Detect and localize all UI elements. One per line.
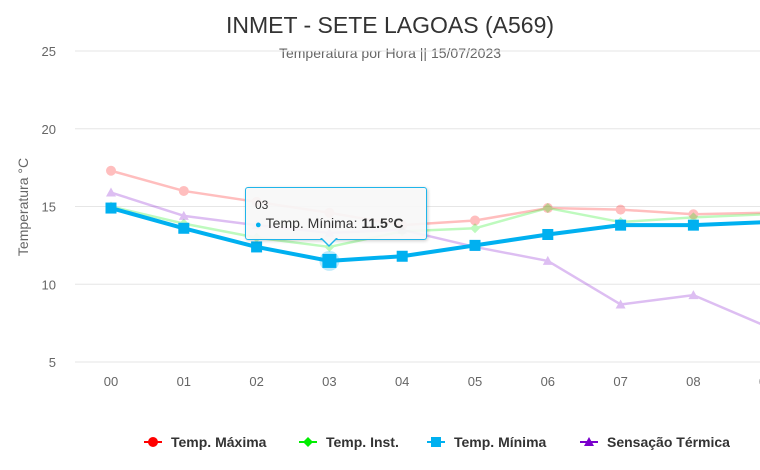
data-point xyxy=(251,241,263,253)
data-point xyxy=(396,250,408,262)
x-tick-label: 04 xyxy=(395,374,409,389)
y-tick-label: 15 xyxy=(42,200,56,215)
data-point xyxy=(615,204,626,215)
data-point xyxy=(106,165,116,176)
data-point xyxy=(322,253,337,268)
y-tick-label: 5 xyxy=(49,355,56,370)
legend-item[interactable]: Temp. Máxima xyxy=(144,434,267,450)
data-point xyxy=(178,210,189,220)
legend-square-icon xyxy=(431,437,441,447)
y-tick-label: 10 xyxy=(42,277,56,292)
x-tick-label: 06 xyxy=(541,374,555,389)
data-point xyxy=(542,203,553,214)
data-point xyxy=(106,187,116,197)
series-sensa-o-t-rmica xyxy=(106,187,760,325)
y-tick-label: 20 xyxy=(42,122,56,137)
x-tick-label: 00 xyxy=(104,374,118,389)
data-point xyxy=(615,299,626,309)
data-point xyxy=(178,185,189,196)
chart-subtitle: Temperatura por Hora || 15/07/2023 xyxy=(279,45,501,61)
series-temp-m-nima xyxy=(105,202,760,271)
data-point xyxy=(469,239,481,251)
legend-item[interactable]: Temp. Mínima xyxy=(427,434,547,450)
legend-triangle-icon xyxy=(584,437,594,446)
data-point xyxy=(105,202,117,214)
x-tick-label: 08 xyxy=(686,374,700,389)
legend-item[interactable]: Temp. Inst. xyxy=(299,434,399,450)
data-point xyxy=(470,223,480,234)
tooltip-dot-icon: ● xyxy=(255,219,262,231)
legend-label: Temp. Mínima xyxy=(454,434,547,450)
y-axis-label: Temperatura °C xyxy=(15,158,31,256)
data-point xyxy=(687,219,699,231)
x-tick-label: 07 xyxy=(613,374,627,389)
data-point xyxy=(542,255,553,265)
legend-label: Sensação Térmica xyxy=(607,434,730,450)
x-tick-label: 02 xyxy=(249,374,263,389)
series-line xyxy=(110,169,760,227)
x-tick-label: 05 xyxy=(468,374,482,389)
data-point xyxy=(688,209,699,220)
legend-label: Temp. Inst. xyxy=(326,434,399,450)
data-point xyxy=(615,219,627,231)
tooltip-arrow-fill xyxy=(321,237,337,245)
series-line xyxy=(110,205,760,249)
series-line xyxy=(110,191,760,325)
series-line xyxy=(110,206,760,263)
x-tick-label: 01 xyxy=(177,374,191,389)
y-tick-label: 25 xyxy=(42,44,56,59)
data-point xyxy=(542,203,553,214)
tooltip-value: 11.5°C xyxy=(361,215,404,231)
data-point xyxy=(178,222,190,234)
tooltip-label: Temp. Mínima: xyxy=(265,215,362,231)
x-tick-label: 03 xyxy=(322,374,336,389)
tooltip-category: 03 xyxy=(255,198,269,212)
legend-item[interactable]: Sensação Térmica xyxy=(580,434,730,450)
legend-circle-icon xyxy=(148,437,158,447)
data-point xyxy=(688,290,699,300)
tooltip: 03 ● Temp. Mínima: 11.5°C xyxy=(245,187,427,240)
chart-title: INMET - SETE LAGOAS (A569) xyxy=(226,12,554,38)
data-point xyxy=(470,215,480,226)
data-point xyxy=(542,228,554,240)
legend-diamond-icon xyxy=(303,437,313,447)
legend-label: Temp. Máxima xyxy=(171,434,267,450)
x-tick-label: 09 xyxy=(759,374,760,389)
